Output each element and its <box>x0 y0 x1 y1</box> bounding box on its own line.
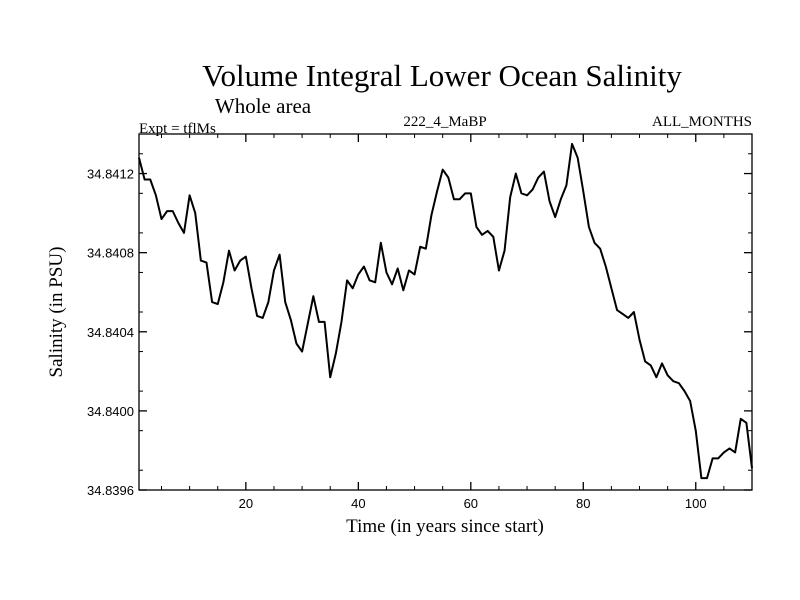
y-tick-label: 34.8396 <box>87 483 134 498</box>
x-tick-label: 100 <box>685 496 707 511</box>
salinity-series-line <box>138 142 753 480</box>
x-axis: 20 40 60 80 100 <box>160 134 753 511</box>
y-tick-label: 34.8400 <box>87 404 134 419</box>
x-axis-label: Time (in years since start) <box>346 516 544 537</box>
chart-subtitle: Whole area <box>215 94 312 118</box>
y-tick-label: 34.8404 <box>87 325 134 340</box>
chart-title: Volume Integral Lower Ocean Salinity <box>202 58 682 93</box>
months-label: ALL_MONTHS <box>652 114 752 130</box>
y-axis: 34.8396 34.8400 34.8404 34.8408 34.8412 <box>87 153 752 498</box>
run-id-label: 222_4_MaBP <box>403 114 486 130</box>
experiment-label: Expt = tflMs <box>139 121 216 137</box>
plot-frame <box>138 133 753 491</box>
x-tick-label: 80 <box>576 496 590 511</box>
y-axis-label: Salinity (in PSU) <box>46 247 67 378</box>
y-tick-label: 34.8408 <box>87 246 134 261</box>
x-tick-label: 60 <box>464 496 478 511</box>
y-tick-label: 34.8412 <box>87 167 134 182</box>
x-tick-label: 20 <box>239 496 253 511</box>
x-tick-label: 40 <box>351 496 365 511</box>
